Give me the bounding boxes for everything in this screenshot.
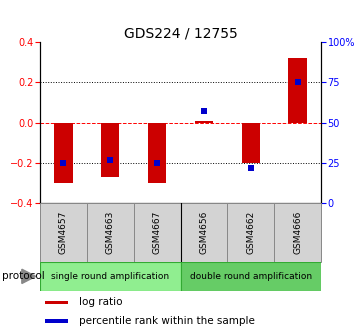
Bar [40, 203, 87, 262]
Point [248, 165, 254, 170]
Point [154, 160, 160, 166]
Bar [274, 203, 321, 262]
Bar [40, 262, 180, 291]
Point [60, 160, 66, 166]
Text: GSM4657: GSM4657 [59, 211, 68, 254]
Bar [45, 301, 68, 304]
Bar [148, 123, 166, 183]
Text: percentile rank within the sample: percentile rank within the sample [79, 316, 255, 326]
Text: GSM4656: GSM4656 [200, 211, 208, 254]
Bar [288, 58, 307, 123]
Bar [180, 262, 321, 291]
Bar [134, 203, 180, 262]
Text: double round amplification: double round amplification [190, 272, 312, 281]
Text: GSM4663: GSM4663 [106, 211, 114, 254]
Text: GSM4666: GSM4666 [293, 211, 302, 254]
Point [201, 109, 207, 114]
Bar [195, 121, 213, 123]
Bar [227, 203, 274, 262]
Bar [54, 123, 73, 183]
Bar [101, 123, 119, 177]
Bar [180, 203, 227, 262]
Bar [87, 203, 134, 262]
Bar [45, 319, 68, 323]
Title: GDS224 / 12755: GDS224 / 12755 [123, 27, 238, 41]
Point [295, 80, 301, 85]
Point [107, 157, 113, 162]
Text: GSM4662: GSM4662 [247, 211, 255, 254]
Polygon shape [22, 269, 36, 284]
Text: GSM4667: GSM4667 [153, 211, 161, 254]
Text: log ratio: log ratio [79, 297, 123, 307]
Text: protocol: protocol [2, 271, 44, 281]
Bar [242, 123, 260, 163]
Text: single round amplification: single round amplification [51, 272, 169, 281]
